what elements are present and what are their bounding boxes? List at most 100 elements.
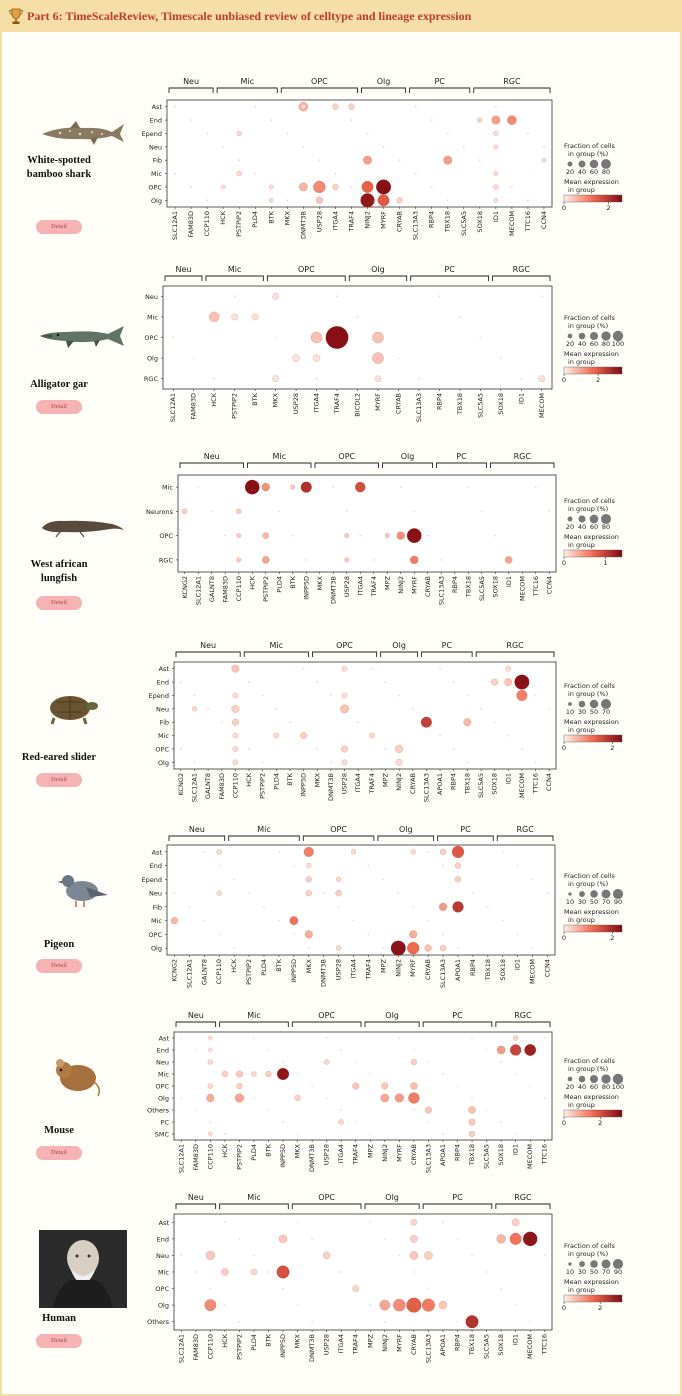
expression-dot: [507, 115, 517, 125]
faint-dot: [302, 145, 305, 148]
gene-label: DNMT3B: [299, 211, 307, 239]
faint-dot: [192, 357, 195, 359]
faint-dot: [174, 105, 176, 108]
gene-label: ITGA4: [337, 1334, 345, 1354]
size-legend-label: 10: [566, 1268, 574, 1276]
gene-label: SLC12A1: [171, 211, 179, 240]
faint-dot: [366, 132, 369, 135]
species-name: White-spotted bamboo shark: [26, 155, 92, 180]
faint-dot: [367, 933, 370, 936]
expression-dot: [372, 331, 384, 344]
row-label: Fib: [153, 157, 162, 165]
row-label: End: [157, 679, 169, 687]
gene-label: TBX18: [468, 1144, 476, 1166]
gene-label: MECOM: [508, 211, 516, 236]
faint-dot: [286, 132, 289, 135]
turtle-icon: [50, 696, 98, 725]
expression-dot: [477, 117, 483, 123]
expression-dot: [236, 130, 242, 136]
detail-button[interactable]: Detail: [36, 959, 82, 973]
faint-dot: [452, 748, 455, 750]
gene-label: HCK: [219, 210, 227, 224]
gene-label: BTK: [267, 210, 275, 223]
detail-button[interactable]: Detail: [36, 400, 82, 414]
gene-label: INPP5D: [300, 773, 308, 797]
faint-dot: [238, 159, 241, 162]
size-legend-dot: [568, 702, 572, 706]
faint-dot: [456, 1085, 459, 1087]
background-dots: [180, 1037, 546, 1135]
detail-button[interactable]: Detail: [36, 220, 82, 234]
colorbar-label: 0: [562, 376, 566, 384]
gene-label: SLC13A3: [412, 211, 420, 240]
legend-fraction-title: in group (%): [568, 150, 608, 158]
faint-dot: [296, 1073, 299, 1075]
row-label: Ast: [159, 1219, 170, 1227]
row-label: OPC: [155, 1285, 169, 1293]
group-bracket: [364, 1021, 420, 1027]
faint-dot: [439, 734, 441, 737]
expression-dot: [341, 745, 348, 753]
faint-dot: [430, 186, 433, 188]
faint-dot: [427, 850, 430, 853]
size-legend-dot: [601, 1074, 611, 1084]
faint-dot: [307, 947, 310, 950]
expression-dot: [204, 1299, 217, 1312]
expression-dot: [273, 732, 280, 739]
group-bracket: [302, 835, 375, 841]
group-label: OPC: [336, 641, 353, 650]
gene-label: PLD4: [250, 1334, 258, 1351]
gene-label: RBP4: [451, 576, 459, 593]
group-bracket: [228, 835, 300, 841]
faint-dot: [254, 105, 257, 108]
faint-dot: [397, 357, 400, 359]
gene-label: PSTPIP2: [235, 1334, 243, 1360]
expression-dot: [299, 182, 308, 192]
species-section-lungfish: West african lungfish Detail: [4, 490, 664, 620]
legend-fraction-title: in group (%): [568, 1250, 608, 1258]
species-section-mouse: Mouse Detail: [4, 1048, 664, 1178]
expression-dot: [232, 692, 239, 699]
group-bracket: [422, 1021, 493, 1027]
faint-dot: [315, 377, 318, 380]
expression-dot: [384, 533, 390, 538]
expression-dot: [351, 849, 357, 855]
gene-label: USP28: [335, 959, 343, 980]
species-section-turtle: Red-eared slider Detail: [4, 680, 664, 810]
group-label: Mic: [240, 77, 254, 86]
size-legend-label: 10: [566, 898, 574, 906]
detail-button[interactable]: Detail: [36, 1334, 82, 1348]
gene-label: BTK: [265, 1143, 273, 1156]
group-label: Neu: [175, 265, 191, 274]
gene-label: APOA1: [436, 773, 444, 795]
detail-button[interactable]: Detail: [36, 773, 82, 787]
expression-dot: [303, 846, 314, 857]
row-label: Olg: [151, 945, 162, 953]
faint-dot: [325, 1097, 328, 1099]
faint-dot: [369, 1221, 372, 1224]
gene-label: DNMT3B: [329, 576, 337, 604]
detail-button[interactable]: Detail: [36, 1146, 82, 1160]
group-bracket: [437, 835, 494, 841]
faint-dot: [302, 667, 305, 670]
faint-dot: [529, 1085, 532, 1087]
plot-frame: [173, 1031, 553, 1141]
background-dots: [180, 1221, 546, 1323]
faint-dot: [480, 510, 483, 513]
faint-dot: [514, 1133, 517, 1135]
faint-dot: [493, 721, 496, 724]
detail-button[interactable]: Detail: [36, 596, 82, 610]
gene-label: PLD4: [251, 211, 259, 228]
faint-dot: [527, 199, 529, 202]
legend-mean-title: Mean expression: [564, 350, 619, 358]
group-bracket: [421, 651, 473, 657]
faint-dot: [172, 336, 175, 339]
expression-dot: [352, 1082, 360, 1090]
group-bracket: [422, 1203, 493, 1209]
legend-mean-title: Mean expression: [564, 1278, 619, 1286]
gene-label: DNMT3B: [327, 773, 335, 801]
group-bracket: [266, 275, 346, 281]
species-name: Pigeon: [43, 939, 75, 950]
faint-dot: [318, 159, 321, 162]
